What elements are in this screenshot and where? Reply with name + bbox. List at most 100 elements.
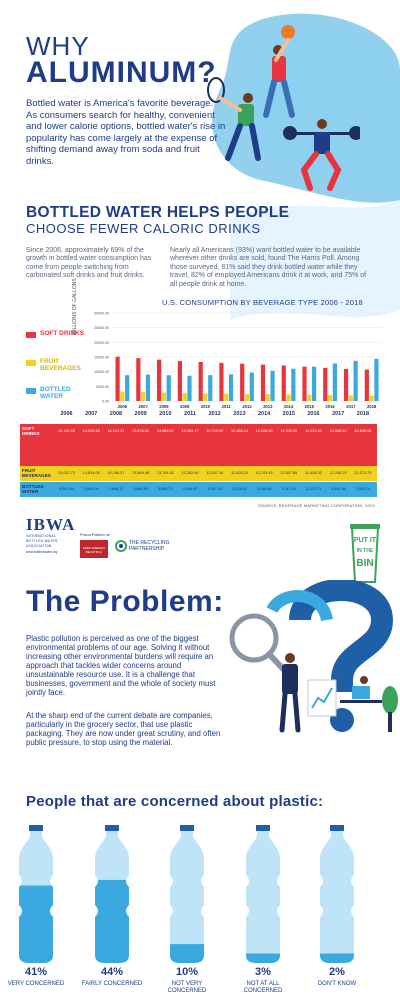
x-tick-label: 2006 xyxy=(118,404,128,409)
bar-fruit-beverages-2018 xyxy=(369,395,374,401)
table-years-header: 2006 2007 2008 2009 2010 2011 2012 2013 2014 2015… xyxy=(52,411,387,421)
table-cell: 3,666.60 xyxy=(133,487,148,491)
legend-item-soft-drinks: SOFT DRINKS xyxy=(26,330,106,358)
table-cell: 13,257.16 xyxy=(206,471,224,475)
legend-swatch-red xyxy=(26,332,36,338)
concern-label: DON'T KNOW xyxy=(317,981,357,987)
recycling-logo-text: THE RECYCLING PARTNERSHIP xyxy=(129,540,170,552)
x-tick-label: 2013 xyxy=(263,404,273,409)
bar-soft-drinks-2014 xyxy=(281,365,286,401)
concern-title: People that are concerned about plastic: xyxy=(26,793,324,810)
x-tick-label: 2009 xyxy=(180,404,190,409)
bottle-cap xyxy=(330,825,344,831)
bar-bottled-water-2012 xyxy=(249,372,254,401)
table-cell: 12,828.23 xyxy=(230,471,248,475)
table-row-soft-drinks: SOFT DRINKS 15,130.00 14,626.48 14,124.31 13… xyxy=(20,424,377,466)
recycling-partnership-logo: THE RECYCLING PARTNERSHIP xyxy=(115,538,175,556)
table-year-header: 2016 xyxy=(307,411,320,417)
concern-percent: 10% xyxy=(175,966,199,978)
bar-fruit-beverages-2015 xyxy=(307,394,312,401)
legend-item-bottled-water: BOTTLED WATER xyxy=(26,386,106,414)
table-cell: 15,022.72 xyxy=(58,471,75,475)
bar-soft-drinks-2011 xyxy=(219,362,224,401)
water-bottle-icon xyxy=(19,825,53,963)
table-cell: 3,698.11 xyxy=(108,487,124,491)
x-tick-label: 2011 xyxy=(222,404,232,409)
concern-percent: 3% xyxy=(255,966,271,978)
bar-fruit-beverages-2006 xyxy=(120,391,125,401)
water-bottle-icon xyxy=(170,825,204,963)
bottle-fill-level xyxy=(170,944,204,963)
bar-soft-drinks-2008 xyxy=(157,359,162,401)
bar-bottled-water-2010 xyxy=(208,375,213,401)
question-mark-illustration xyxy=(229,580,398,733)
table-year-header: 2013 xyxy=(233,411,246,417)
why-title: WHY xyxy=(26,31,90,61)
bottle-fill-level xyxy=(19,885,53,963)
x-tick-label: 2018 xyxy=(367,404,377,409)
table-row-bottled-water: BOTTLED WATER 4,007.84 3,810.06 3,698.11 3,6… xyxy=(20,482,377,497)
chart-legend: SOFT DRINKS FRUIT BEVERAGES BOTTLED WATE… xyxy=(26,330,106,414)
table-year-header: 2007 xyxy=(85,411,98,417)
ibwa-logo-sub: BOTTLED WATER xyxy=(26,538,58,543)
kab-logo-text: KEEP AMERICA BEAUTIFUL xyxy=(82,546,106,554)
harris-poll-paragraph: Nearly all Americans (93%) want bottled … xyxy=(170,247,367,288)
bar-fruit-beverages-2012 xyxy=(244,393,250,401)
y-tick-label: 25000.00 xyxy=(94,326,109,330)
recycling-icon xyxy=(115,540,127,552)
table-row-fruit-beverages: FRUIT BEVERAGES 15,022.72 14,634.08 14,186.… xyxy=(20,466,377,481)
concern-label: NOT AT ALL CONCERNED xyxy=(243,981,283,994)
x-tick-label: 2007 xyxy=(138,404,148,409)
table-cell: 3,297.28 xyxy=(207,487,223,491)
bar-soft-drinks-2007 xyxy=(136,358,141,401)
ibwa-url: www.bottledwater.org xyxy=(26,550,58,555)
bar-bottled-water-2017 xyxy=(353,360,358,401)
bar-soft-drinks-2018 xyxy=(364,369,369,401)
concern-label: FAIRLY CONCERNED xyxy=(81,981,143,987)
bar-soft-drinks-2009 xyxy=(177,361,182,401)
table-year-header: 2015 xyxy=(282,411,295,417)
chart-title: U.S. CONSUMPTION BY BEVERAGE TYPE 2006 -… xyxy=(162,298,363,307)
table-cell: 3,111.10 xyxy=(281,487,296,491)
legend-label: BOTTLED WATER xyxy=(40,386,71,400)
aluminum-title: ALUMINUM? xyxy=(26,56,217,89)
table-cell: 13,302.90 xyxy=(181,471,199,475)
bar-bottled-water-2016 xyxy=(332,363,337,401)
table-cell: 14,634.08 xyxy=(82,471,100,475)
x-tick-label: 2014 xyxy=(284,404,294,409)
data-source-note: SOURCE: BEVERAGE MARKETING CORPORATION, … xyxy=(258,503,375,508)
bar-bottled-water-2007 xyxy=(145,374,151,401)
x-tick-label: 2008 xyxy=(159,404,169,409)
table-cell: 13,869.48 xyxy=(132,471,150,475)
table-cell: 11,900.00 xyxy=(280,429,298,433)
table-row-label: SOFT DRINKS xyxy=(22,426,40,436)
problem-title: The Problem: xyxy=(26,585,224,618)
table-cell: 12,246.23 xyxy=(329,471,347,475)
concern-percent: 2% xyxy=(329,966,345,978)
problem-paragraph-2: At the sharp end of the current debate a… xyxy=(26,711,221,747)
y-tick-label: 30000.00 xyxy=(94,312,109,316)
athletes-illustration xyxy=(207,25,360,191)
bottle-body xyxy=(170,827,204,963)
put-it-in-the-bin-logo: PUT IT IN THE BIN xyxy=(350,524,380,583)
legend-item-fruit-beverages: FRUIT BEVERAGES xyxy=(26,358,106,386)
concern-percent: 44% xyxy=(100,966,124,978)
bottle-fill-level xyxy=(320,953,354,963)
bar-fruit-beverages-2011 xyxy=(224,393,229,401)
table-cell: 13,063.17 xyxy=(181,429,199,433)
keep-america-beautiful-logo: KEEP AMERICA BEAUTIFUL xyxy=(80,540,108,558)
bar-fruit-beverages-2017 xyxy=(348,395,353,401)
bottle-body xyxy=(246,827,280,963)
y-tick-label: 5000.00 xyxy=(96,385,109,389)
table-cell: 12,729.00 xyxy=(206,429,224,433)
legend-label: SOFT DRINKS xyxy=(40,330,85,337)
problem-paragraph-1: Plastic pollution is perceived as one of… xyxy=(26,634,216,697)
putbin-in-the: IN THE xyxy=(357,548,374,554)
table-year-header: 2006 xyxy=(60,411,73,417)
x-tick-label: 2015 xyxy=(305,404,315,409)
bar-bottled-water-2013 xyxy=(270,370,275,401)
table-cell: 13,676.80 xyxy=(132,429,150,433)
bar-soft-drinks-2017 xyxy=(343,369,349,401)
bottle-cap xyxy=(180,825,194,831)
